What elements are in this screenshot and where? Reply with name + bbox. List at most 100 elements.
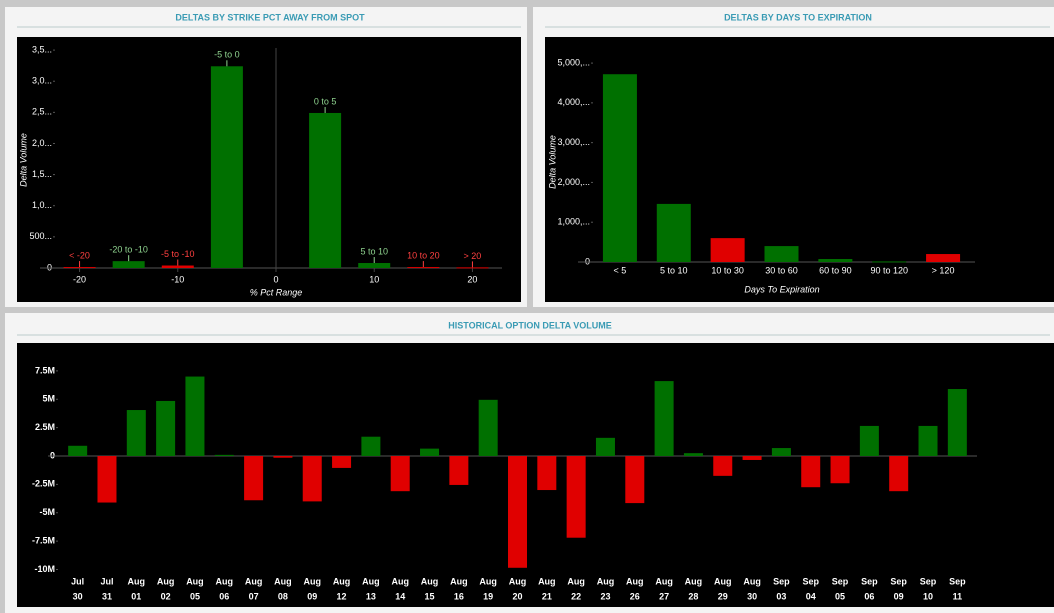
bar <box>595 437 615 456</box>
x-tick-label: Aug <box>128 576 146 586</box>
bar <box>161 265 194 268</box>
x-tick-label: 20 <box>467 274 477 284</box>
bar <box>244 455 264 501</box>
x-tick-label: 10 <box>923 591 933 601</box>
x-tick-label: 20 <box>512 591 522 601</box>
x-tick-label: Aug <box>274 576 292 586</box>
x-tick-label: 5 to 10 <box>660 265 688 275</box>
y-tick-label: 2,5... <box>32 107 52 117</box>
bar <box>63 267 96 269</box>
x-tick-label: Aug <box>685 576 703 586</box>
x-tick-label: -10 <box>171 274 184 284</box>
x-tick-label: 09 <box>894 591 904 601</box>
x-tick-label: 16 <box>454 591 464 601</box>
bar <box>309 112 342 268</box>
x-tick-label: 0 <box>273 274 278 284</box>
chart-title: HISTORICAL OPTION DELTA VOLUME <box>448 320 612 330</box>
data-label: 10 to 20 <box>407 250 440 260</box>
x-tick-label: Jul <box>100 576 113 586</box>
bar <box>872 261 907 263</box>
x-tick-label: 08 <box>278 591 288 601</box>
y-tick-label: 1,000,... <box>557 217 590 227</box>
x-tick-label: 27 <box>659 591 669 601</box>
x-tick-label: 05 <box>190 591 200 601</box>
y-tick-label: 2.5M <box>35 422 55 432</box>
x-axis-title: Days To Expiration <box>744 284 819 294</box>
data-label: -20 to -10 <box>109 245 148 255</box>
bar <box>926 254 961 262</box>
x-tick-label: Aug <box>186 576 204 586</box>
bar <box>830 455 850 484</box>
bar <box>332 455 352 468</box>
x-tick-label: 06 <box>864 591 874 601</box>
x-tick-label: 19 <box>483 591 493 601</box>
x-tick-label: Aug <box>479 576 497 586</box>
chart-title: DELTAS BY DAYS TO EXPIRATION <box>724 12 872 22</box>
x-tick-label: Aug <box>597 576 615 586</box>
y-tick-label: 5M <box>42 394 55 404</box>
bar <box>112 261 145 268</box>
y-tick-label: 3,5... <box>32 44 52 54</box>
bar <box>859 425 879 456</box>
y-tick-label: 1,5... <box>32 169 52 179</box>
bar <box>214 454 234 456</box>
bar <box>818 259 853 262</box>
x-tick-label: Aug <box>743 576 761 586</box>
x-tick-label: 03 <box>776 591 786 601</box>
x-tick-label: Aug <box>303 576 321 586</box>
data-label: 5 to 10 <box>360 246 388 256</box>
y-tick-label: 0 <box>50 450 55 460</box>
x-tick-label: Sep <box>949 576 966 586</box>
bar <box>273 455 293 458</box>
data-label: < -20 <box>69 250 90 260</box>
bar <box>358 263 391 268</box>
data-label: -5 to 0 <box>214 50 240 60</box>
x-tick-label: Sep <box>890 576 907 586</box>
x-tick-label: 10 to 30 <box>711 265 744 275</box>
bar <box>210 66 243 268</box>
x-tick-label: 14 <box>395 591 405 601</box>
y-tick-label: 1,0... <box>32 200 52 210</box>
x-tick-label: Aug <box>714 576 732 586</box>
x-tick-label: Aug <box>626 576 644 586</box>
x-axis-title: % Pct Range <box>250 287 303 297</box>
bar <box>126 410 146 456</box>
bar <box>602 74 637 262</box>
bar <box>456 267 489 269</box>
y-tick-label: 7.5M <box>35 365 55 375</box>
x-tick-label: 07 <box>249 591 259 601</box>
y-tick-label: 500... <box>29 231 52 241</box>
x-tick-label: 31 <box>102 591 112 601</box>
x-tick-label: Aug <box>450 576 468 586</box>
bar <box>889 455 909 492</box>
plot-bg <box>17 37 521 302</box>
y-tick-label: -5M <box>40 507 56 517</box>
bar <box>683 453 703 456</box>
x-tick-label: Aug <box>421 576 439 586</box>
y-axis-title: Delta Volume <box>547 135 557 189</box>
x-tick-label: Aug <box>362 576 380 586</box>
x-tick-label: 15 <box>425 591 435 601</box>
x-tick-label: 21 <box>542 591 552 601</box>
x-tick-label: Aug <box>216 576 234 586</box>
bar <box>566 455 586 538</box>
x-tick-label: Aug <box>538 576 556 586</box>
x-tick-label: Jul <box>71 576 84 586</box>
x-tick-label: Sep <box>861 576 878 586</box>
x-tick-label: 22 <box>571 591 581 601</box>
x-tick-label: Aug <box>567 576 585 586</box>
y-tick-label: -10M <box>34 564 55 574</box>
x-tick-label: 06 <box>219 591 229 601</box>
x-tick-label: 23 <box>600 591 610 601</box>
y-tick-label: 5,000,... <box>557 57 590 67</box>
x-tick-label: 60 to 90 <box>819 265 852 275</box>
x-tick-label: Aug <box>655 576 673 586</box>
x-tick-label: 29 <box>718 591 728 601</box>
bar <box>918 425 938 456</box>
bar <box>390 455 410 492</box>
bar <box>742 455 762 460</box>
x-tick-label: < 5 <box>614 265 627 275</box>
x-tick-label: Aug <box>157 576 175 586</box>
x-tick-label: 13 <box>366 591 376 601</box>
